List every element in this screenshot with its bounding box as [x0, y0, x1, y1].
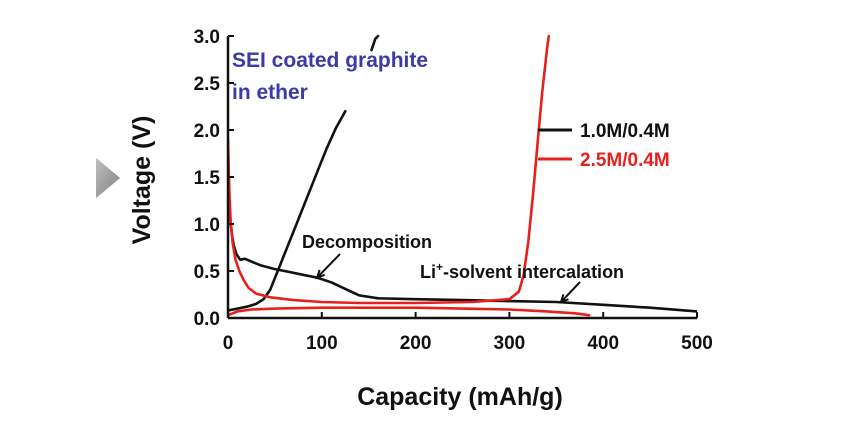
x-tick-label: 300 [494, 333, 526, 354]
legend: 1.0M/0.4M 2.5M/0.4M [538, 121, 670, 171]
decomposition-arrow [315, 253, 341, 280]
annotation-li: Li [420, 262, 436, 282]
y-tick-label: 1.5 [194, 168, 221, 189]
side-arrow-shade-icon [96, 158, 120, 198]
y-axis-title: Voltage (V) [128, 116, 156, 245]
x-axis-title: Capacity (mAh/g) [357, 383, 563, 411]
annotation-arrows [315, 253, 581, 304]
annotation-superscript: + [436, 260, 443, 274]
y-tick-label: 1.0 [194, 215, 220, 236]
inset-label-line1: SEI coated graphite [232, 49, 428, 72]
x-tick-label: 400 [587, 333, 619, 354]
annotation-decomposition: Decomposition [302, 232, 432, 252]
y-tick-label: 0.0 [194, 309, 220, 330]
y-tick-label: 2.5 [194, 74, 221, 95]
inset-label-line2: in ether [232, 81, 308, 104]
legend-label-series-1: 1.0M/0.4M [580, 121, 670, 142]
series-2-charge-line [228, 306, 591, 317]
x-tick-label: 0 [223, 333, 234, 354]
series-1-discharge-line [228, 185, 697, 313]
axes: 0 100 200 300 400 500 0.0 0.5 1.0 1.5 2.0 2.5 3.0 [194, 27, 713, 354]
intercalation-arrow [559, 281, 581, 304]
plot-area [228, 34, 697, 317]
annotation-rest: -solvent intercalation [443, 262, 624, 282]
x-tick-label: 500 [681, 333, 713, 354]
x-tick-label: 200 [400, 333, 432, 354]
series-2-discharge-line [228, 34, 551, 305]
annotation-intercalation: Li+-solvent intercalation [420, 260, 624, 282]
y-tick-label: 0.5 [194, 262, 221, 283]
series-1-charge-upper-line [370, 34, 380, 52]
y-tick-label: 2.0 [194, 121, 220, 142]
series-1-charge-line [228, 109, 347, 312]
x-tick-label: 100 [306, 333, 338, 354]
legend-label-series-2: 2.5M/0.4M [580, 150, 670, 171]
y-tick-label: 3.0 [194, 27, 220, 48]
